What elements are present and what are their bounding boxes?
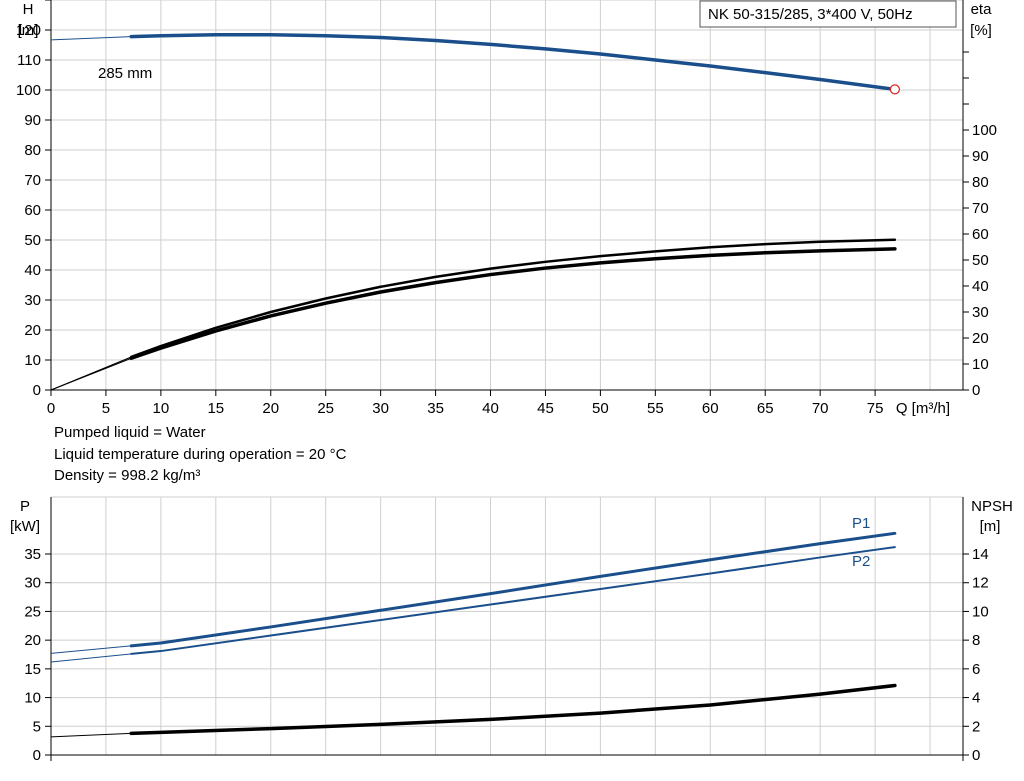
- p2-curve-extrapolation: [50, 653, 132, 663]
- x-tick-label: 20: [262, 400, 279, 417]
- x-tick-label: 55: [647, 400, 664, 417]
- npsh-tick-label: 0: [972, 747, 980, 764]
- head-curve: [129, 33, 897, 92]
- p-tick-label: 35: [24, 546, 41, 563]
- y2-tick-label: 50: [972, 252, 989, 269]
- y-tick-label: 40: [24, 262, 41, 279]
- y2-axis-unit: [%]: [970, 22, 992, 39]
- npsh-tick-label: 14: [972, 546, 989, 563]
- y2-tick-label: 90: [972, 148, 989, 165]
- p2-curve: [130, 546, 896, 655]
- y-tick-label: 70: [24, 172, 41, 189]
- impeller-diameter-label: 285 mm: [98, 65, 152, 82]
- y-tick-label: 10: [24, 352, 41, 369]
- p-tick-label: 10: [24, 690, 41, 707]
- y-tick-label: 60: [24, 202, 41, 219]
- chart-title-box: [699, 0, 957, 28]
- y2-tick-label: 20: [972, 330, 989, 347]
- p1-label: P1: [852, 515, 870, 532]
- x-tick-label: 75: [867, 400, 884, 417]
- npsh-tick-label: 2: [972, 718, 980, 735]
- y2-tick-label: 40: [972, 278, 989, 295]
- info-pumped-liquid: Pumped liquid = Water: [54, 424, 206, 441]
- y2-tick-label: 30: [972, 304, 989, 321]
- npsh-curve: [129, 683, 897, 736]
- chart-title: NK 50-315/285, 3*400 V, 50Hz: [708, 6, 913, 23]
- y2-axis-title: eta: [971, 1, 993, 18]
- p1-curve: [129, 531, 897, 648]
- x-tick-label: 40: [482, 400, 499, 417]
- p-tick-label: 5: [33, 718, 41, 735]
- p-tick-label: 0: [33, 747, 41, 764]
- x-axis-label: Q [m³/h]: [896, 400, 950, 417]
- npsh-tick-label: 4: [972, 690, 980, 707]
- efficiency-curve-2: [129, 247, 897, 361]
- x-tick-label: 5: [102, 400, 110, 417]
- npsh-axis-unit: [m]: [980, 518, 1001, 535]
- y-tick-label: 20: [24, 322, 41, 339]
- p-tick-label: 25: [24, 603, 41, 620]
- npsh-tick-label: 12: [972, 575, 989, 592]
- y-tick-label: 100: [16, 82, 41, 99]
- p-tick-label: 20: [24, 632, 41, 649]
- p-tick-label: 15: [24, 661, 41, 678]
- x-tick-label: 15: [207, 400, 224, 417]
- y2-tick-label: 100: [972, 122, 997, 139]
- p-axis-title: P: [20, 498, 30, 515]
- y-tick-label: 90: [24, 112, 41, 129]
- y-tick-label: 120: [16, 22, 41, 39]
- p2-label: P2: [852, 553, 870, 570]
- x-tick-label: 70: [812, 400, 829, 417]
- y-tick-label: 50: [24, 232, 41, 249]
- x-tick-label: 10: [153, 400, 170, 417]
- efficiency-curve-1: [129, 238, 897, 359]
- y2-tick-label: 60: [972, 226, 989, 243]
- efficiency-curve-2-extrapolation: [50, 357, 132, 391]
- x-tick-label: 0: [47, 400, 55, 417]
- duty-point-marker: [889, 84, 900, 95]
- y-tick-label: 80: [24, 142, 41, 159]
- y2-tick-label: 80: [972, 174, 989, 191]
- y-tick-label: 110: [17, 52, 41, 69]
- npsh-tick-label: 10: [972, 603, 989, 620]
- y2-tick-label: 0: [972, 382, 980, 399]
- y2-tick-label: 70: [972, 200, 989, 217]
- p-axis-unit: [kW]: [10, 518, 40, 535]
- x-tick-label: 45: [537, 400, 554, 417]
- head-curve-extrapolation: [50, 36, 132, 41]
- x-tick-label: 35: [427, 400, 444, 417]
- y-tick-label: 30: [24, 292, 41, 309]
- x-tick-label: 30: [372, 400, 389, 417]
- p1-curve-extrapolation: [50, 645, 132, 654]
- y2-tick-label: 10: [972, 356, 989, 373]
- x-tick-label: 65: [757, 400, 774, 417]
- info-density: Density = 998.2 kg/m³: [54, 467, 201, 484]
- npsh-axis-title: NPSH: [971, 498, 1013, 515]
- x-tick-label: 50: [592, 400, 609, 417]
- npsh-tick-label: 8: [972, 632, 980, 649]
- y-axis-unit: [m]: [18, 22, 39, 39]
- npsh-tick-label: 6: [972, 661, 980, 678]
- info-liquid-temperature: Liquid temperature during operation = 20…: [54, 446, 347, 463]
- x-tick-label: 25: [317, 400, 334, 417]
- y-axis-title: H: [23, 1, 34, 18]
- npsh-curve-extrapolation: [50, 732, 132, 738]
- y-tick-label: 0: [33, 382, 41, 399]
- p-tick-label: 30: [24, 575, 41, 592]
- x-tick-label: 60: [702, 400, 719, 417]
